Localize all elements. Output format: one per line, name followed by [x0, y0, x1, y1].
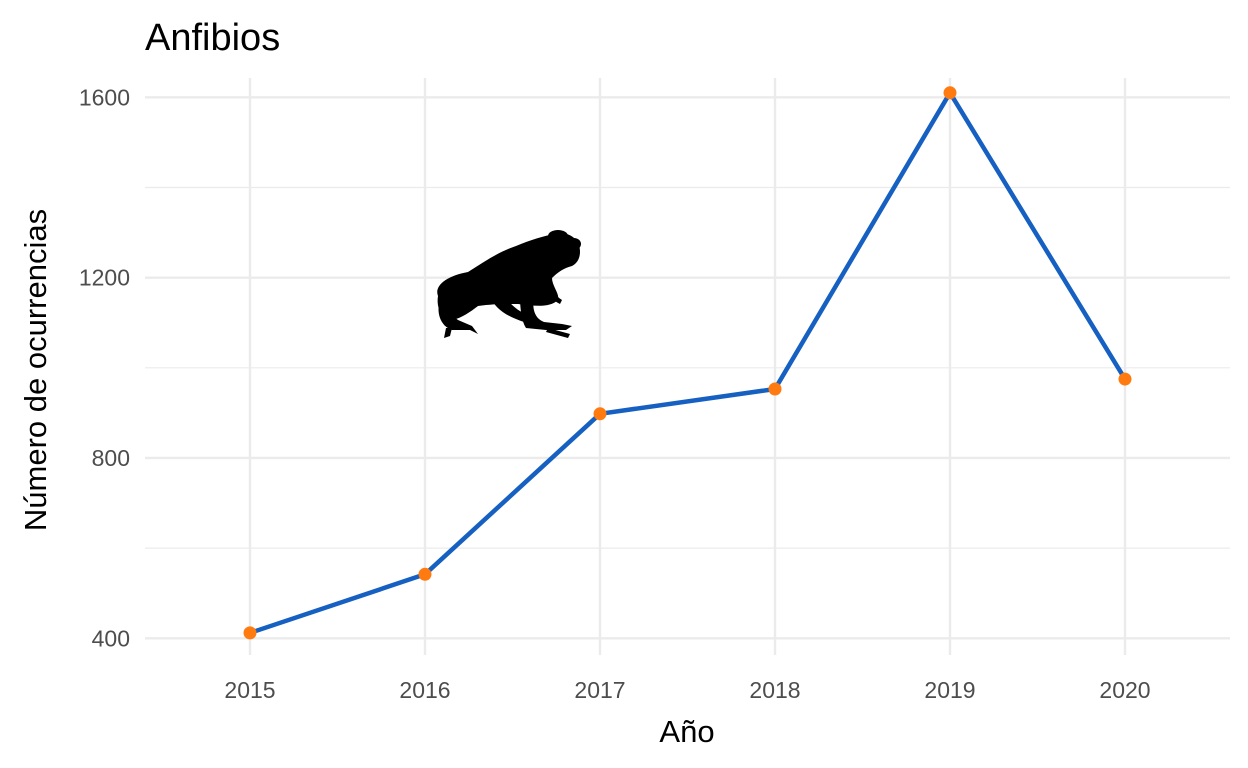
x-tick-labels: 2015 2016 2017 2018 2019 2020	[224, 677, 1150, 703]
y-tick-label: 400	[92, 625, 130, 651]
y-tick-labels: 400 800 1200 1600	[79, 84, 130, 651]
x-tick-label: 2020	[1099, 677, 1150, 703]
points	[243, 86, 1132, 640]
data-point	[243, 626, 257, 640]
x-tick-label: 2019	[924, 677, 975, 703]
x-tick-label: 2017	[574, 677, 625, 703]
x-tick-label: 2018	[749, 677, 800, 703]
data-point	[768, 382, 782, 396]
y-tick-label: 1600	[79, 84, 130, 110]
data-point	[1118, 372, 1132, 386]
line-layer	[249, 90, 1127, 636]
grid	[145, 78, 1230, 655]
x-tick-label: 2015	[224, 677, 275, 703]
frog-silhouette-icon	[437, 230, 581, 338]
x-tick-label: 2016	[399, 677, 450, 703]
y-tick-label: 800	[92, 445, 130, 471]
data-point	[593, 407, 607, 421]
y-axis-label: Número de ocurrencias	[18, 209, 53, 531]
y-tick-label: 1200	[79, 265, 130, 291]
chart-title: Anfibios	[145, 17, 280, 59]
x-axis-label: Año	[659, 714, 714, 749]
data-point	[418, 567, 432, 581]
data-point	[943, 86, 957, 100]
series-line	[249, 90, 1127, 636]
